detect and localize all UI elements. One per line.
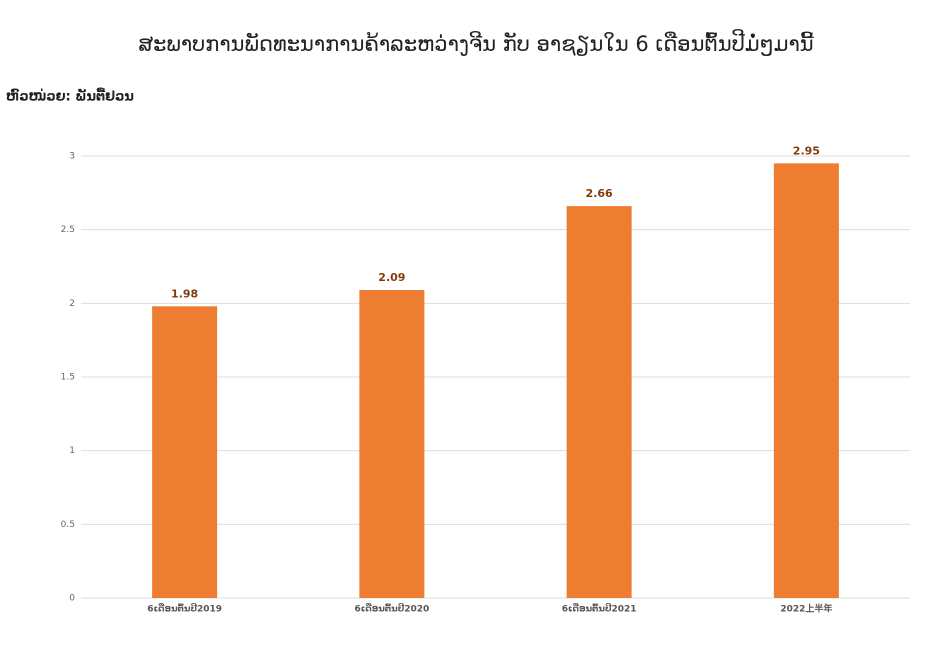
y-tick-label: 0.5 bbox=[61, 520, 75, 530]
y-tick-label: 2 bbox=[69, 299, 75, 309]
value-label: 2.66 bbox=[586, 187, 613, 200]
bar bbox=[773, 163, 839, 598]
y-tick-label: 0 bbox=[69, 594, 75, 604]
y-tick-label: 1 bbox=[69, 446, 75, 456]
x-tick-label: 6ເດືອນຕົ້ນປີ2019 bbox=[147, 602, 222, 615]
chart-title: ສະພາບການພັດທະນາການຄ້າລະຫວ່າງຈີນ ກັບ ອາຊຽ… bbox=[138, 29, 813, 56]
value-label: 1.98 bbox=[171, 287, 198, 300]
y-tick-label: 2.5 bbox=[61, 225, 75, 235]
y-tick-label: 1.5 bbox=[61, 373, 75, 383]
value-label: 2.95 bbox=[793, 144, 820, 157]
x-tick-label: 6ເດືອນຕົ້ນປີ2020 bbox=[354, 602, 429, 615]
bar bbox=[566, 206, 632, 599]
x-tick-label: 2022上半年 bbox=[780, 603, 832, 615]
value-label: 2.09 bbox=[378, 271, 405, 284]
bar bbox=[152, 306, 218, 598]
y-tick-label: 3 bbox=[69, 152, 75, 162]
unit-label: ຫົວໜ່ວຍ: ພັນຕື້ຢວນ bbox=[6, 89, 134, 105]
bar bbox=[359, 290, 425, 598]
x-tick-label: 6ເດືອນຕົ້ນປີ2021 bbox=[562, 602, 637, 615]
